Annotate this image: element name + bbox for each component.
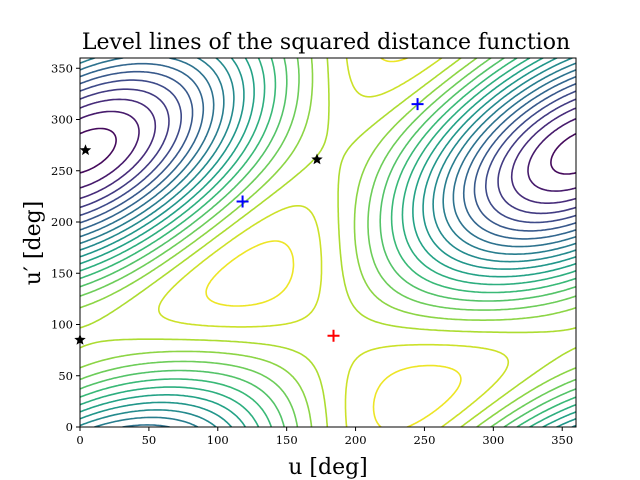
x-axis-label: u [deg]	[288, 455, 368, 480]
contour-level-line	[80, 58, 576, 427]
x-tick-label: 100	[207, 433, 229, 447]
y-ticks: 0 50 100 150 200 250 300 350	[51, 61, 80, 434]
x-tick-label: 150	[276, 433, 298, 447]
contour-lines	[80, 58, 576, 427]
contour-level-line	[80, 88, 576, 215]
y-tick-label: 250	[51, 164, 73, 178]
x-tick-label: 350	[551, 433, 573, 447]
contour-level-line	[80, 58, 576, 427]
y-tick-label: 150	[51, 266, 73, 280]
star-marker	[311, 153, 323, 165]
contour-level-line	[80, 79, 576, 224]
contour-level-line	[80, 58, 576, 427]
x-ticks: 0 50 100 150 200 250 300 350	[76, 427, 573, 447]
chart-title: Level lines of the squared distance func…	[82, 30, 570, 55]
x-tick-label: 250	[413, 433, 435, 447]
y-tick-label: 350	[51, 61, 73, 75]
contour-level-line	[80, 58, 576, 427]
y-tick-label: 200	[51, 215, 73, 229]
contour-level-line	[158, 58, 510, 427]
x-tick-label: 0	[76, 433, 83, 447]
contour-level-line	[80, 58, 576, 427]
x-tick-label: 50	[142, 433, 157, 447]
contour-level-line	[205, 58, 462, 427]
x-tick-label: 300	[482, 433, 504, 447]
contour-level-line	[80, 58, 576, 427]
contour-level-line	[80, 110, 576, 192]
contour-level-line	[80, 58, 576, 427]
plot-frame	[79, 57, 577, 428]
y-tick-label: 50	[58, 369, 73, 383]
contour-level-line	[80, 98, 576, 204]
contour-level-line	[80, 62, 576, 240]
star-marker	[79, 144, 92, 156]
x-tick-label: 200	[345, 433, 367, 447]
plus-marker	[327, 329, 340, 342]
plus-marker	[411, 98, 424, 111]
y-tick-label: 300	[51, 113, 73, 127]
y-axis-label: u′ [deg]	[21, 201, 46, 286]
contour-level-line	[80, 58, 576, 427]
y-tick-label: 100	[51, 318, 73, 332]
y-tick-label: 0	[66, 420, 73, 434]
plus-marker	[236, 195, 249, 208]
